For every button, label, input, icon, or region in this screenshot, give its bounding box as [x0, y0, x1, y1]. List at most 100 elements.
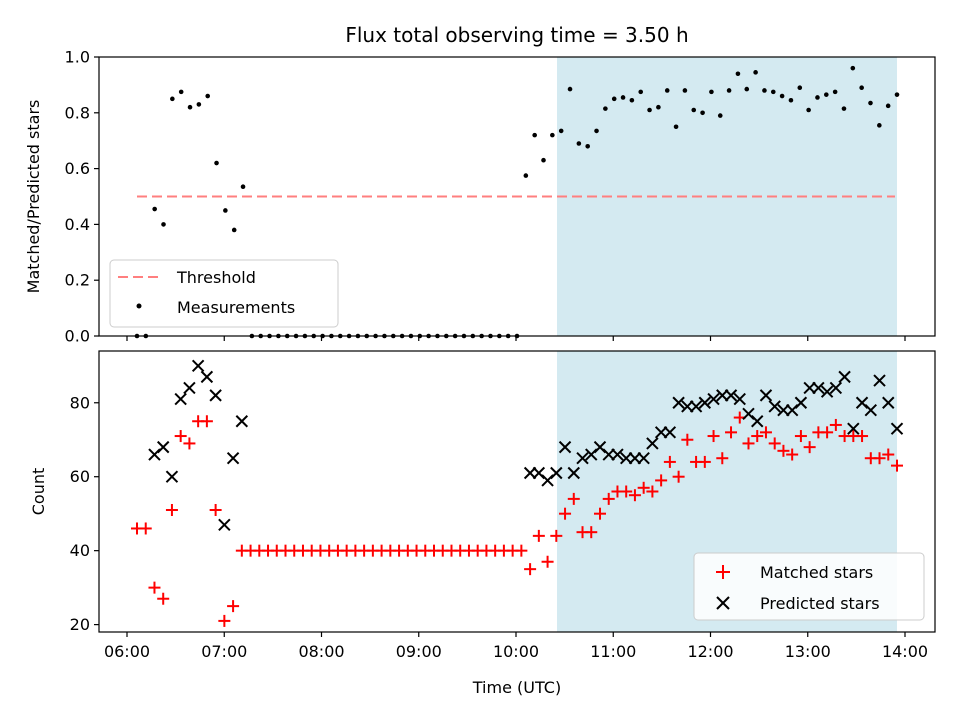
y-tick-label: 0.4 — [65, 215, 90, 234]
matched-star-marker — [768, 437, 781, 450]
measurement-point — [585, 143, 590, 149]
matched-star-marker — [628, 489, 641, 502]
y-tick-label: 80 — [70, 393, 90, 412]
predicted-star-marker — [550, 466, 563, 480]
predicted-star-marker — [165, 470, 179, 483]
matched-star-marker — [148, 581, 161, 594]
measurement-point — [647, 107, 652, 113]
measurement-point — [161, 222, 166, 227]
matched-star-marker — [227, 600, 240, 613]
panel-counts: 20 40 60 80 06:00 07:00 08:00 09:00 10:00 11:00 1… — [29, 350, 936, 697]
predicted-star-marker — [200, 370, 214, 384]
measurement-point — [894, 92, 900, 97]
matched-star-marker — [707, 430, 720, 443]
y-tick-label: 0.2 — [65, 271, 90, 290]
predicted-star-marker — [611, 448, 624, 461]
predicted-star-marker — [183, 381, 196, 395]
matched-star-marker — [620, 485, 633, 498]
predicted-star-marker — [847, 422, 860, 435]
measurement-point — [603, 106, 608, 111]
legend: Matched stars Predicted stars — [693, 552, 925, 621]
legend: Threshold Measurements — [109, 259, 339, 328]
predicted-star-marker — [812, 381, 825, 395]
predicted-star-marker — [646, 437, 659, 450]
matched-star-marker — [786, 448, 799, 461]
matched-star-marker — [725, 426, 738, 439]
predicted-star-marker — [724, 389, 738, 402]
x-tick-label: 11:00 — [590, 642, 636, 661]
measurement-point — [691, 107, 697, 113]
predicted-star-marker — [794, 396, 808, 409]
measurement-point — [717, 113, 723, 118]
x-tick-label: 14:00 — [882, 642, 928, 661]
measurement-point — [656, 104, 661, 110]
matched-star-marker — [672, 470, 685, 483]
measurement-point — [885, 103, 891, 109]
predicted-stars-points — [148, 359, 904, 531]
x-tick-label: 13:00 — [785, 642, 831, 661]
predicted-star-marker — [637, 452, 650, 465]
measurement-point — [558, 128, 564, 134]
predicted-star-marker — [567, 466, 580, 480]
matched-star-marker — [882, 448, 895, 461]
measurement-point — [735, 71, 741, 77]
matched-star-marker — [829, 418, 842, 431]
predicted-star-marker — [890, 422, 904, 435]
matched-star-marker — [637, 481, 650, 494]
measurement-point — [709, 89, 714, 95]
matched-star-marker — [532, 529, 545, 542]
matched-star-marker — [681, 433, 694, 446]
measurement-point — [868, 100, 873, 106]
matched-star-marker — [157, 592, 170, 605]
measurement-point — [850, 65, 856, 71]
predicted-star-marker — [226, 452, 240, 465]
matched-star-marker — [751, 430, 764, 443]
matched-star-marker — [716, 452, 729, 465]
matched-star-marker — [698, 455, 711, 468]
y-tick-label: 0.6 — [65, 159, 90, 178]
measurement-point — [824, 92, 829, 97]
measurement-point — [231, 227, 237, 233]
measurement-point — [673, 124, 679, 130]
measurement-point — [682, 88, 688, 93]
predicted-star-marker — [707, 392, 720, 406]
predicted-star-marker — [864, 403, 878, 417]
legend-box — [109, 259, 339, 328]
legend-threshold-label: Threshold — [176, 268, 256, 287]
measurement-point — [214, 160, 219, 166]
matched-star-marker — [209, 503, 222, 516]
measurement-point — [205, 93, 210, 99]
predicted-star-marker — [191, 359, 205, 372]
matched-star-marker — [541, 555, 554, 568]
matched-star-marker — [550, 529, 563, 542]
measurement-point — [170, 96, 175, 102]
predicted-star-marker — [733, 392, 746, 406]
measurement-point — [178, 89, 184, 95]
y-tick-label: 20 — [70, 615, 90, 634]
measurement-point — [788, 97, 794, 103]
matched-star-marker — [873, 452, 886, 465]
matched-star-marker — [165, 503, 178, 516]
measurement-point — [762, 88, 767, 93]
x-tick-label: 07:00 — [201, 642, 247, 661]
matched-star-marker — [139, 522, 152, 535]
measurement-point — [841, 106, 847, 111]
chart-title: Flux total observing time = 3.50 h — [345, 23, 688, 47]
legend-matched-swatch — [716, 565, 730, 579]
predicted-star-marker — [156, 440, 170, 454]
measurement-point — [744, 86, 750, 92]
matched-star-marker — [663, 455, 676, 468]
predicted-star-marker — [882, 396, 895, 409]
plot-frame — [98, 56, 936, 337]
measurement-point — [196, 102, 202, 107]
x-tick-label: 08:00 — [298, 642, 344, 661]
predicted-star-marker — [873, 374, 886, 387]
matched-star-marker — [559, 507, 572, 520]
y-axis-label: Matched/Predicted stars — [24, 100, 43, 294]
matched-star-marker — [515, 544, 528, 557]
legend-measurements-swatch — [136, 303, 142, 309]
matched-star-marker — [183, 437, 196, 450]
measurement-point — [832, 89, 838, 95]
predicted-star-marker — [838, 370, 851, 384]
